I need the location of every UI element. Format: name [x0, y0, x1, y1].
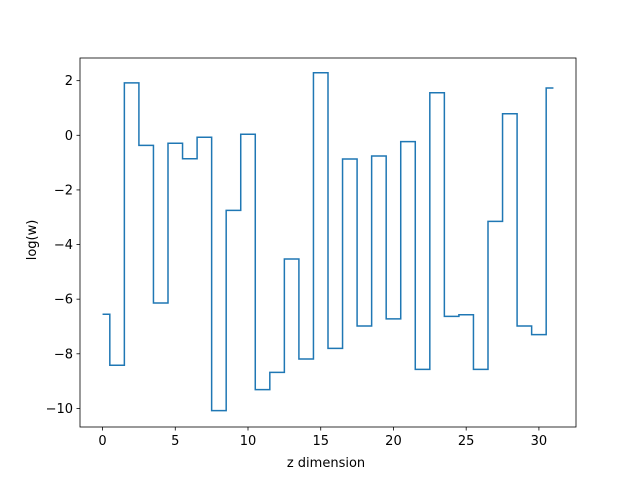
y-tick-label: 0 [65, 129, 73, 144]
x-tick-label: 5 [171, 434, 179, 449]
y-axis-label: log(w) [25, 220, 40, 261]
y-tick-label: −6 [54, 293, 73, 308]
x-tick-label: 0 [98, 434, 106, 449]
plot-content [102, 72, 554, 412]
y-axis: 2 0 −2 −4 −6 −8 −10 [46, 74, 80, 417]
x-tick-label: 10 [240, 434, 257, 449]
axes-frame [79, 57, 577, 428]
x-axis-label: z dimension [287, 456, 365, 471]
x-tick-label: 30 [531, 434, 548, 449]
y-tick-label: −4 [54, 238, 73, 253]
y-tick-label: −10 [46, 402, 73, 417]
series-line [102, 72, 554, 412]
y-tick-label: 2 [65, 74, 73, 89]
x-axis: 0 5 10 15 20 25 30 [98, 427, 547, 449]
x-tick-label: 25 [458, 434, 475, 449]
x-tick-label: 15 [312, 434, 329, 449]
y-tick-label: −8 [54, 347, 73, 362]
y-tick-label: −2 [54, 183, 73, 198]
x-tick-label: 20 [385, 434, 402, 449]
